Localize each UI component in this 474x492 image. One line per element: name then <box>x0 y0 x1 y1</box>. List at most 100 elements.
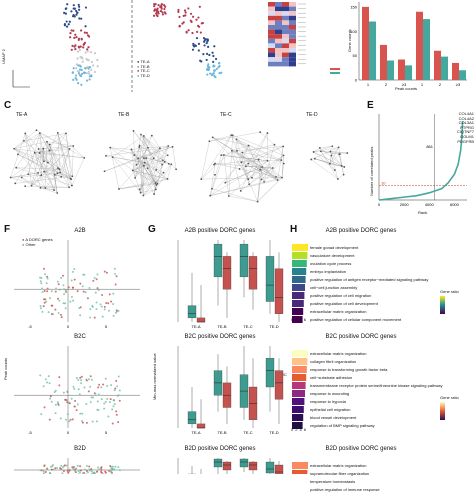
network-node <box>132 170 134 172</box>
umap-point <box>162 13 164 15</box>
box <box>214 244 222 277</box>
network-node <box>37 172 39 174</box>
scatter-point <box>50 466 52 468</box>
network-edge <box>229 135 233 196</box>
go-bars <box>290 236 310 474</box>
network-node <box>231 150 233 152</box>
scatter-point <box>39 374 41 376</box>
heatmap-cell <box>268 25 275 30</box>
network-edge <box>201 151 232 179</box>
network-node <box>46 141 48 143</box>
scatter-point <box>96 278 98 280</box>
umap-point <box>195 19 197 21</box>
box <box>240 459 248 467</box>
umap-legend: ● TE-A ● TE-B ● TE-C ● TE-D <box>137 60 150 78</box>
scatter-point <box>70 419 72 421</box>
network-node <box>331 145 333 147</box>
scatter-point <box>54 309 56 311</box>
go-term: positive regulation of cellular componen… <box>310 317 401 322</box>
scatter-point <box>63 392 65 394</box>
rank-vline-label: 861 <box>426 144 433 149</box>
network-node <box>104 170 106 172</box>
heatmap-cell <box>268 11 275 16</box>
network-edge <box>213 137 263 167</box>
scatter-point <box>56 467 58 469</box>
heatmap-cell <box>268 2 275 7</box>
go-legend-2: Gene ratio <box>440 396 459 420</box>
heatmap-cell <box>268 48 275 53</box>
umap-point <box>153 10 155 12</box>
scatter-point <box>105 378 107 380</box>
network-node <box>118 188 120 190</box>
heatmap-cell <box>275 30 282 35</box>
network-node <box>220 154 222 156</box>
rank-x-label: Rank <box>418 211 427 216</box>
scatter-point <box>97 386 99 388</box>
network-node <box>162 159 164 161</box>
network-edge <box>72 146 73 176</box>
network-node <box>131 149 133 151</box>
network-node <box>147 167 149 169</box>
network-edge <box>36 130 69 149</box>
network-edge <box>201 141 209 179</box>
bar-y-tick: 0 <box>355 78 358 83</box>
network-edge <box>156 164 171 189</box>
network-node <box>36 129 38 131</box>
scatter-point <box>115 380 117 382</box>
umap-point <box>71 45 73 47</box>
umap-point <box>94 52 96 54</box>
scatter-point <box>96 420 98 422</box>
scatter-point <box>96 409 98 411</box>
scatter-point <box>51 313 53 315</box>
scatter-point <box>109 465 111 467</box>
go-bar <box>292 382 306 389</box>
box <box>266 462 274 473</box>
heatmap-cell <box>268 62 275 67</box>
heatmap-cell <box>275 48 282 53</box>
bar-y-label: Gene counts <box>348 29 353 52</box>
umap-point <box>212 55 214 57</box>
scatter-point <box>114 466 116 468</box>
scatter-point <box>100 303 102 305</box>
network-node <box>343 174 345 176</box>
scatter-point <box>46 468 48 470</box>
go-term: positive regulation of cell migration <box>310 293 371 298</box>
network-edge <box>173 147 177 169</box>
scatter-point <box>105 401 107 403</box>
heatmap-cell <box>275 2 282 7</box>
scatter-point <box>95 308 97 310</box>
network-node <box>39 132 41 134</box>
network-node <box>272 167 274 169</box>
go-term: extracellular matrix organization <box>310 309 366 314</box>
scatter-point <box>60 314 62 316</box>
scatter-point <box>72 300 74 302</box>
umap-point <box>84 25 86 27</box>
heatmap-cell <box>282 11 289 16</box>
scatter-point <box>113 400 115 402</box>
network-node <box>208 140 210 142</box>
umap-point <box>88 71 90 73</box>
network-edge <box>15 153 34 184</box>
bar <box>434 51 441 80</box>
scatter-point <box>80 382 82 384</box>
scatter-x-tick: -5 <box>28 324 32 329</box>
scatter-point <box>51 401 53 403</box>
network-node <box>72 145 74 147</box>
network-node <box>338 153 340 155</box>
network-node <box>39 152 41 154</box>
scatter-point <box>45 378 47 380</box>
network-edge <box>35 153 42 175</box>
heatmap-cell <box>275 7 282 12</box>
scatter-point <box>106 272 108 274</box>
network-node <box>139 188 141 190</box>
scatter-point <box>94 393 96 395</box>
go-term: extracellular matrix organization <box>310 463 366 468</box>
box <box>240 244 248 277</box>
bar <box>459 70 466 80</box>
scatter-point <box>107 302 109 304</box>
bar <box>398 60 405 80</box>
network-edge <box>321 151 348 153</box>
scatter-point <box>101 294 103 296</box>
go-bar <box>292 308 303 315</box>
